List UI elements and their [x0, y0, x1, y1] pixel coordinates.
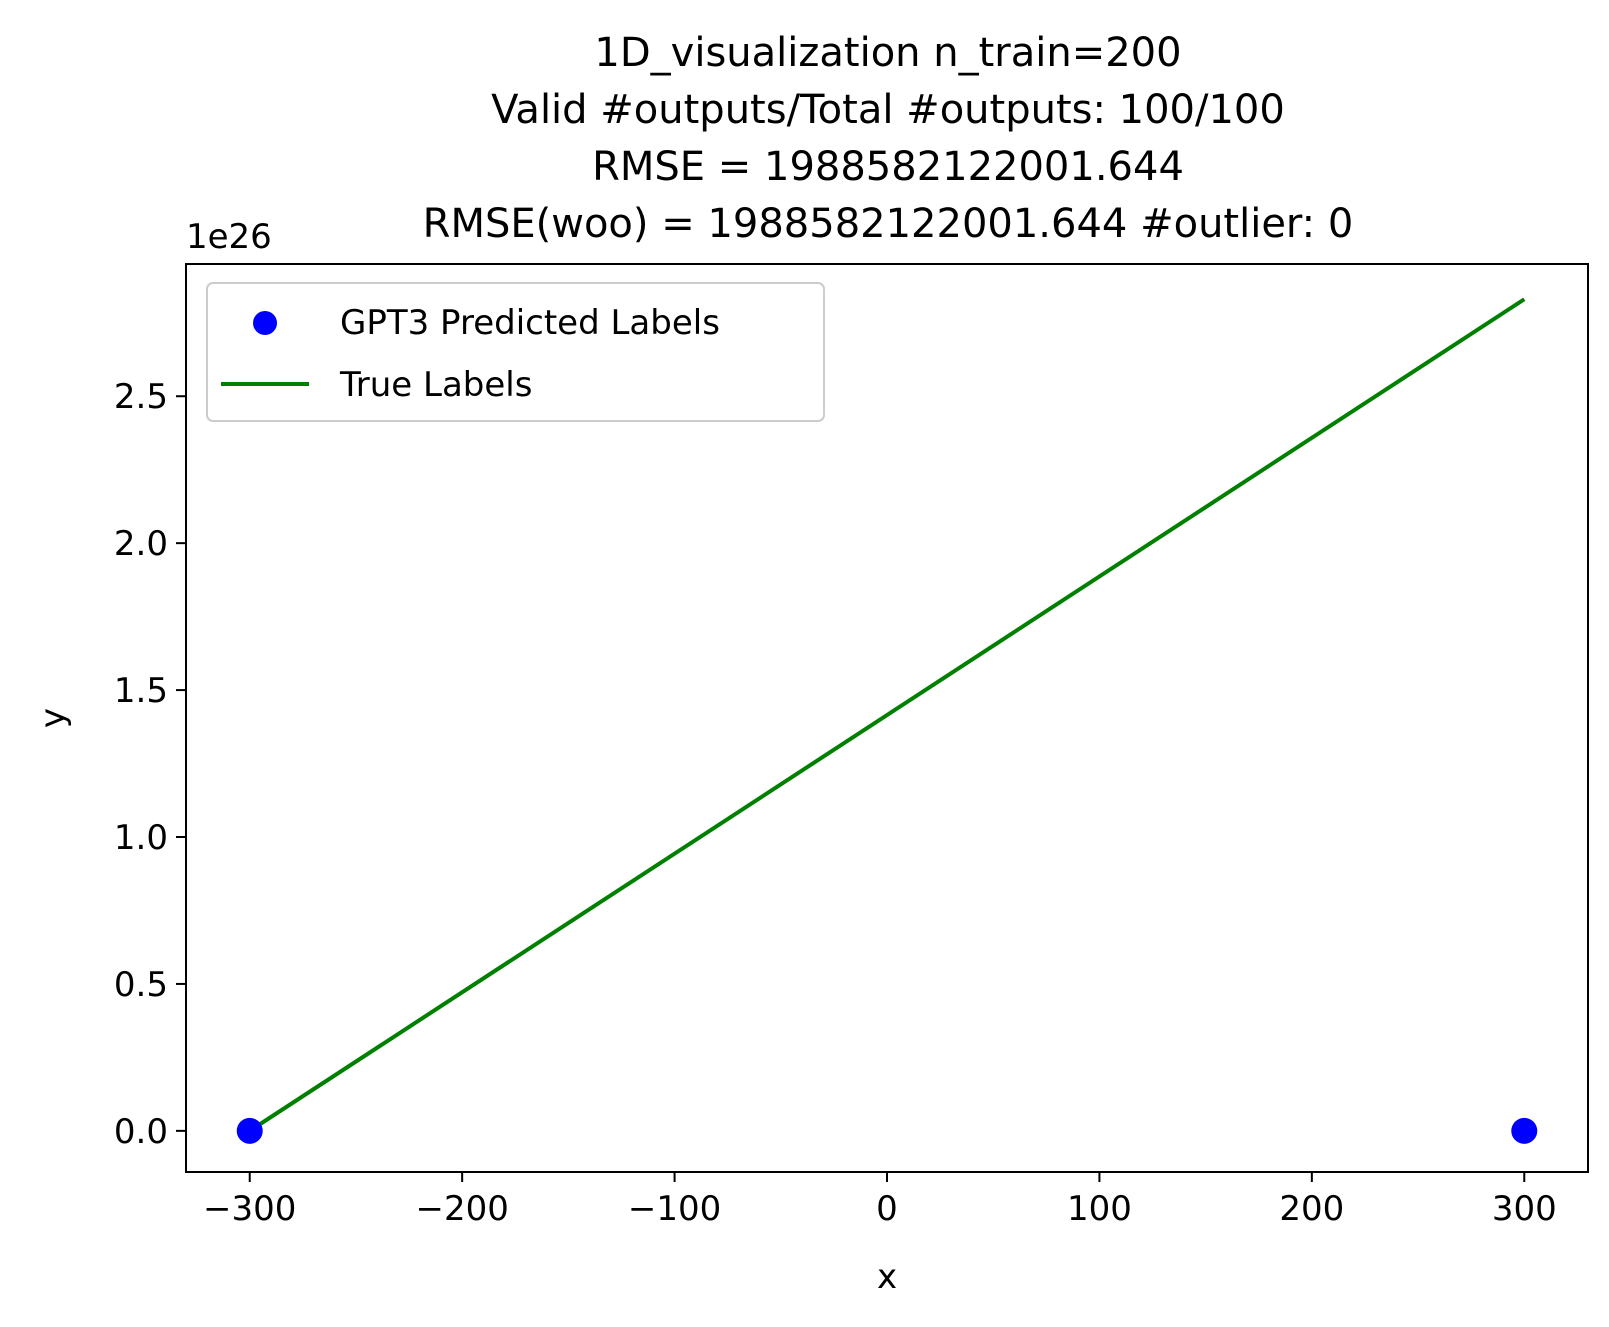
predicted-point: [1511, 1117, 1538, 1144]
y-axis: 0.0 0.5 1.0 1.5 2.0 2.5: [114, 377, 186, 1152]
y-tick-label: 2.0: [114, 524, 168, 564]
x-tick-label: −200: [415, 1189, 508, 1229]
y-tick-label: 2.5: [114, 377, 168, 417]
legend: GPT3 Predicted Labels True Labels: [206, 282, 825, 422]
chart-title: 1D_visualization n_train=200 Valid #outp…: [423, 30, 1354, 247]
y-axis-label: y: [33, 708, 73, 728]
legend-label-predicted: GPT3 Predicted Labels: [340, 303, 720, 343]
y-tick-label: 1.0: [114, 818, 168, 858]
x-tick-label: 300: [1492, 1189, 1557, 1229]
y-tick-label: 0.5: [114, 965, 168, 1005]
legend-box: [206, 282, 825, 422]
y-tick-label: 0.0: [114, 1112, 168, 1152]
x-axis: −300 −200 −100 0 100 200 300: [203, 1172, 1557, 1229]
x-tick-label: 0: [876, 1189, 898, 1229]
x-tick-label: −100: [628, 1189, 721, 1229]
title-line-2: Valid #outputs/Total #outputs: 100/100: [491, 87, 1285, 133]
x-tick-label: 200: [1279, 1189, 1344, 1229]
title-line-3: RMSE = 1988582122001.644: [592, 144, 1184, 190]
legend-label-true: True Labels: [339, 365, 532, 405]
legend-marker-predicted: [253, 311, 277, 335]
y-offset-text: 1e26: [186, 217, 272, 257]
x-tick-label: 100: [1067, 1189, 1132, 1229]
y-tick-label: 1.5: [114, 671, 168, 711]
x-tick-label: −300: [203, 1189, 296, 1229]
title-line-1: 1D_visualization n_train=200: [594, 30, 1181, 76]
plot-frame: [185, 263, 1589, 1173]
predicted-point: [236, 1117, 263, 1144]
series-layer: [236, 297, 1538, 1144]
title-line-4: RMSE(woo) = 1988582122001.644 #outlier: …: [423, 201, 1354, 247]
true-labels-line: [248, 297, 1526, 1133]
x-axis-label: x: [877, 1257, 897, 1297]
